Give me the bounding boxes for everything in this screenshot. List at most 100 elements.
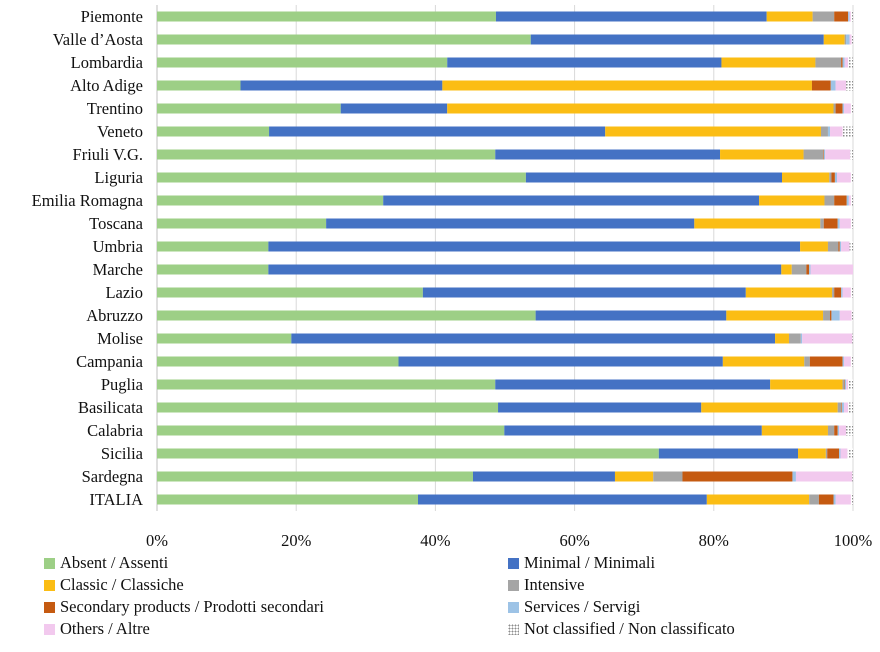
- bar-segment: [850, 494, 853, 505]
- bar-segment: [766, 11, 813, 22]
- bar-segment: [812, 11, 835, 22]
- bar-segment: [721, 57, 816, 68]
- bar-segment: [839, 425, 847, 436]
- bar-segment: [830, 310, 832, 321]
- legend-swatch: [508, 601, 519, 613]
- bar-segment: [809, 264, 811, 275]
- bar-segment: [157, 287, 423, 298]
- bar-segment: [795, 471, 853, 482]
- x-tick-label: 20%: [281, 531, 312, 550]
- bar-segment: [781, 264, 792, 275]
- bar-segment: [800, 241, 828, 252]
- bar-segment: [157, 333, 292, 344]
- bar-segment: [832, 287, 835, 298]
- bar-segment: [831, 172, 835, 183]
- bar-segment: [838, 241, 840, 252]
- bar-segment: [818, 494, 834, 505]
- bar-segment: [851, 34, 853, 45]
- bar-segment: [823, 218, 838, 229]
- bar-segment: [825, 448, 828, 459]
- bar-segment: [268, 241, 801, 252]
- bar-segment: [525, 172, 783, 183]
- bar-segment: [823, 34, 845, 45]
- category-label: Emilia Romagna: [32, 191, 144, 210]
- category-label: Marche: [93, 260, 143, 279]
- bar-segment: [823, 149, 824, 160]
- category-label: Alto Adige: [70, 76, 143, 95]
- bar-segment: [792, 471, 796, 482]
- bar-segment: [157, 310, 536, 321]
- bar-segment: [850, 172, 853, 183]
- category-label: ITALIA: [89, 490, 143, 509]
- x-tick-label: 80%: [699, 531, 730, 550]
- bar-segment: [157, 57, 448, 68]
- bar-segment: [495, 379, 771, 390]
- bar-segment: [836, 172, 851, 183]
- bar-segment: [833, 494, 836, 505]
- bar-segment: [842, 356, 844, 367]
- bar-segment: [820, 218, 824, 229]
- bar-segment: [848, 379, 853, 390]
- bar-segment: [844, 379, 847, 390]
- bar-segment: [848, 11, 850, 22]
- bar-segment: [157, 172, 526, 183]
- legend-label: Services / Servigi: [524, 597, 641, 616]
- legend-label: Classic / Classiche: [60, 575, 184, 594]
- bar-segment: [843, 402, 849, 413]
- bar-segment: [418, 494, 707, 505]
- legend-swatch: [44, 623, 55, 635]
- bar-segment: [788, 333, 801, 344]
- bar-segment: [157, 241, 269, 252]
- bar-segment: [835, 494, 851, 505]
- bar-segment: [495, 149, 721, 160]
- bar-segment: [849, 34, 852, 45]
- bar-segment: [839, 218, 851, 229]
- bar-segment: [791, 264, 807, 275]
- bar-segment: [530, 34, 824, 45]
- bar-segment: [846, 80, 853, 91]
- category-label: Liguria: [94, 168, 143, 187]
- bar-segment: [694, 218, 821, 229]
- bar-segment: [843, 379, 845, 390]
- legend: Absent / Assenti Minimal / Minimali Classi…: [0, 552, 880, 652]
- bar-segment: [775, 333, 789, 344]
- bar-segment: [498, 402, 702, 413]
- legend-swatch: [508, 579, 519, 591]
- legend-item: Others / Altre: [44, 618, 150, 640]
- bar-segment: [841, 402, 844, 413]
- bar-segment: [841, 57, 843, 68]
- bar-segment: [810, 264, 853, 275]
- bar-segment: [842, 103, 844, 114]
- bar-segment: [852, 471, 853, 482]
- bar-segment: [834, 287, 842, 298]
- bar-segment: [831, 310, 840, 321]
- bar-segment: [157, 356, 399, 367]
- bar-segment: [802, 333, 853, 344]
- category-label: Friuli V.G.: [73, 145, 143, 164]
- bar-segment: [849, 241, 853, 252]
- bar-segment: [759, 195, 825, 206]
- bar-segment: [844, 57, 849, 68]
- bar-segment: [803, 149, 824, 160]
- bar-segment: [830, 80, 836, 91]
- bar-segment: [157, 379, 496, 390]
- bar-segment: [841, 402, 842, 413]
- bar-segment: [472, 471, 615, 482]
- bar-segment: [326, 218, 695, 229]
- bar-segment: [850, 287, 853, 298]
- bar-segment: [846, 425, 853, 436]
- bar-segment: [383, 195, 760, 206]
- bar-segment: [798, 448, 826, 459]
- bar-segment: [157, 425, 505, 436]
- bar-segment: [830, 126, 843, 137]
- bar-segment: [157, 448, 659, 459]
- x-tick-label: 40%: [420, 531, 451, 550]
- legend-label: Minimal / Minimali: [524, 553, 656, 572]
- bar-segment: [157, 218, 327, 229]
- bar-segment: [827, 425, 835, 436]
- bar-segment: [850, 11, 853, 22]
- bar-segment: [837, 402, 842, 413]
- bar-segment: [835, 80, 847, 91]
- bar-segment: [827, 448, 840, 459]
- category-label: Toscana: [89, 214, 143, 233]
